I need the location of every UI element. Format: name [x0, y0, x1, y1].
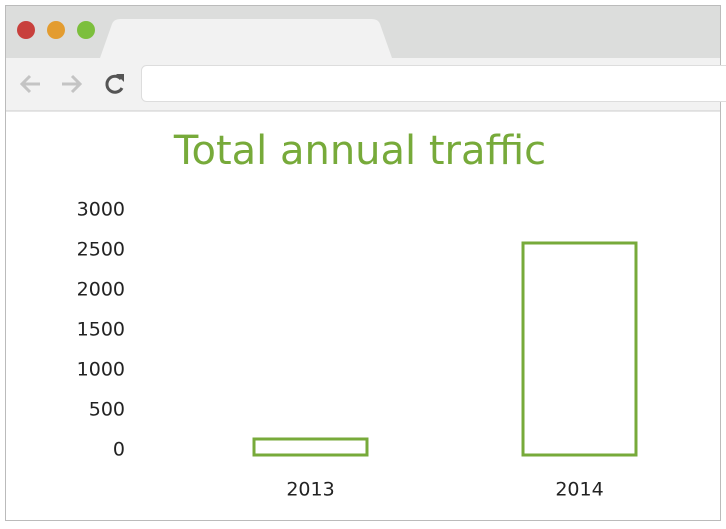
reload-button[interactable] [105, 74, 124, 94]
y-tick-label: 2000 [77, 279, 125, 301]
forward-button[interactable] [62, 74, 83, 94]
y-tick-label: 3000 [77, 199, 125, 221]
y-tick-label: 1500 [77, 319, 125, 341]
minimize-button[interactable] [47, 21, 65, 39]
tab[interactable] [100, 19, 392, 58]
address-bar[interactable] [141, 65, 726, 102]
bar [521, 241, 638, 457]
y-tick-label: 0 [113, 439, 125, 461]
y-tick-label: 500 [89, 399, 125, 421]
bar [252, 437, 369, 457]
x-tick-label: 2013 [286, 479, 334, 501]
chart-title: Total annual traffic [173, 128, 546, 174]
y-tick-label: 2500 [77, 239, 125, 261]
close-button[interactable] [17, 21, 35, 39]
maximize-button[interactable] [77, 21, 95, 39]
reload-arrow [116, 74, 124, 82]
back-button[interactable] [19, 74, 40, 94]
y-tick-label: 1000 [77, 359, 125, 381]
x-tick-label: 2014 [555, 479, 603, 501]
